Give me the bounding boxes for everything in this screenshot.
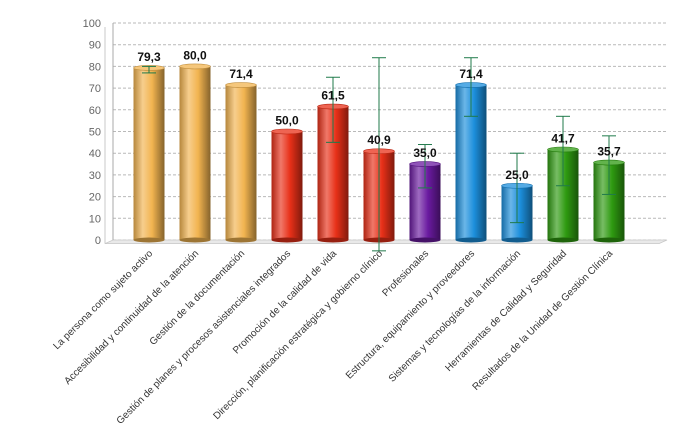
bar-base	[317, 237, 349, 243]
bar-4	[271, 128, 303, 243]
y-tick-label: 90	[89, 40, 101, 52]
bar-base	[547, 237, 579, 243]
data-label: 71,4	[459, 67, 483, 81]
data-label: 40,9	[367, 133, 391, 147]
bar-base	[501, 237, 533, 243]
bar-top	[225, 82, 257, 88]
bar-base	[225, 237, 257, 243]
data-label: 79,3	[137, 50, 161, 64]
y-tick-label: 30	[89, 170, 101, 182]
error-bar-7	[418, 144, 432, 189]
bar-body	[179, 66, 211, 241]
error-bar-9	[510, 152, 524, 224]
error-bar-8	[464, 57, 478, 117]
x-tick-label: Dirección, planificación estratégica y g…	[211, 248, 385, 422]
y-tick-label: 20	[89, 192, 101, 204]
error-bar-11	[602, 135, 616, 195]
x-tick-label: La persona como sujeto activo	[51, 248, 155, 352]
data-label: 71,4	[229, 67, 253, 81]
bar-3	[225, 82, 257, 243]
data-label: 80,0	[183, 48, 207, 62]
bar-2	[179, 63, 211, 243]
bar-top	[271, 128, 303, 135]
bar-1	[133, 65, 165, 243]
data-label: 35,0	[413, 146, 437, 160]
data-label: 50,0	[275, 114, 299, 128]
y-tick-label: 0	[95, 235, 101, 247]
y-tick-label: 100	[83, 18, 101, 30]
bar-5	[317, 103, 349, 243]
bar-body	[271, 131, 303, 240]
bar-base	[133, 237, 165, 243]
bar-base	[179, 237, 211, 243]
y-tick-label: 70	[89, 83, 101, 95]
error-bar-6	[372, 57, 386, 252]
bar-body	[133, 67, 165, 240]
y-tick-label: 40	[89, 148, 101, 160]
x-tick-label: Gestión de planes y procesos asistencial…	[115, 248, 293, 426]
data-label: 61,5	[321, 89, 345, 103]
error-bar-5	[326, 76, 340, 143]
y-tick-label: 10	[89, 213, 101, 225]
bar-top	[179, 63, 211, 70]
bar-body	[225, 85, 257, 240]
y-tick-label: 80	[89, 61, 101, 73]
x-tick-label: Profesionales	[380, 248, 431, 299]
bar-base	[409, 237, 441, 243]
x-tick-label: Gestión de la documentación	[148, 248, 247, 347]
y-tick-label: 60	[89, 105, 101, 117]
error-bar-10	[556, 115, 570, 187]
bar-base	[593, 237, 625, 243]
data-label: 41,7	[551, 132, 575, 146]
data-label: 25,0	[505, 168, 529, 182]
y-tick-label: 50	[89, 127, 101, 139]
error-bar-1	[142, 65, 156, 74]
bar-11	[593, 159, 625, 243]
bar-base	[271, 237, 303, 243]
bar-base	[455, 237, 487, 243]
data-label: 35,7	[597, 145, 621, 159]
